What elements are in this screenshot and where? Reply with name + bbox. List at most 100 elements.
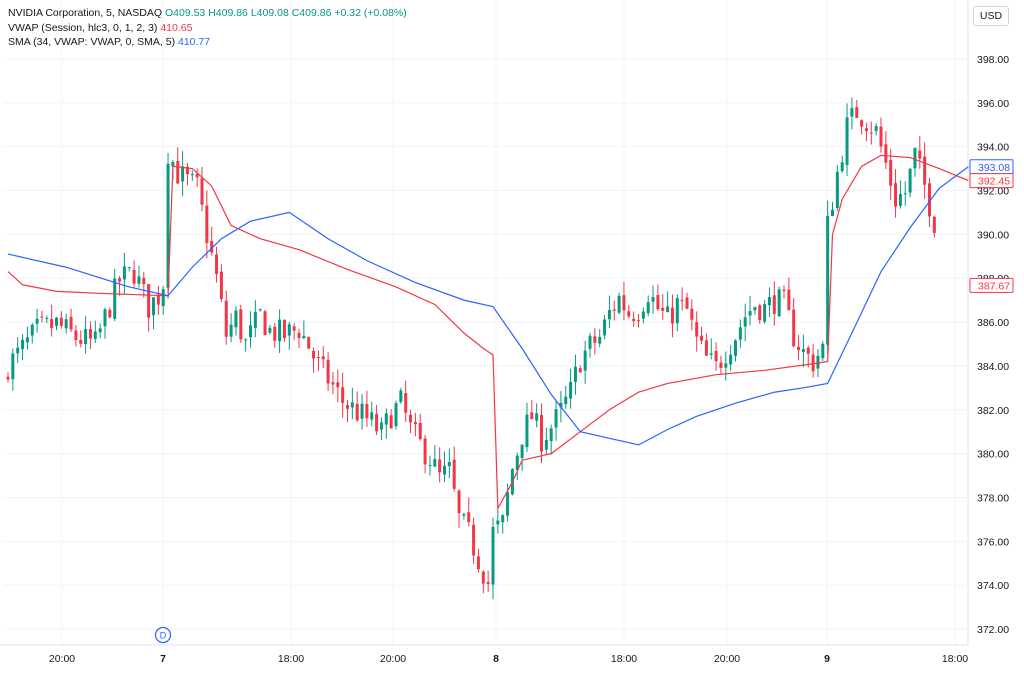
candle-body: [831, 209, 834, 217]
candle-body: [152, 297, 155, 316]
y-tick-label: 384.00: [977, 361, 1009, 373]
candle-body: [578, 368, 582, 373]
candle-body: [923, 156, 927, 185]
candle-body: [200, 178, 204, 205]
y-tick-label: 378.00: [977, 492, 1009, 504]
candle-body: [467, 512, 471, 523]
candle-body: [229, 324, 233, 337]
candle-body: [239, 309, 243, 340]
sma-price-badge: 393.08: [978, 162, 1010, 174]
legend-sma-row: SMA (34, VWAP: VWAP, 0, SMA, 5) 410.77: [8, 35, 407, 50]
candle-body: [607, 310, 611, 320]
candle-body: [627, 311, 631, 317]
candle-body: [142, 277, 146, 285]
sma-line: [7, 166, 969, 446]
candle-body: [443, 465, 446, 475]
candle-body: [792, 309, 796, 347]
candle-body: [850, 108, 854, 117]
candle-body: [695, 322, 699, 337]
candle-body: [801, 349, 805, 352]
candle-body: [35, 318, 39, 324]
candle-body: [59, 317, 63, 326]
candle-body: [88, 329, 92, 339]
candle-body: [476, 556, 480, 570]
candle-body: [462, 514, 466, 516]
candle-body: [326, 359, 330, 384]
candle-body: [336, 382, 340, 388]
legend-sma-label[interactable]: SMA (34, VWAP: VWAP, 0, SMA, 5): [8, 36, 176, 48]
candle-body: [399, 390, 403, 403]
candle-body: [617, 295, 621, 313]
y-tick-label: 372.00: [977, 624, 1009, 636]
candle-body: [108, 309, 112, 318]
candle-body: [734, 340, 737, 356]
candle-body: [738, 327, 742, 340]
candle-body: [777, 289, 781, 317]
candle-body: [375, 413, 379, 432]
dividend-marker-icon[interactable]: [154, 626, 172, 644]
candle-body: [122, 266, 126, 280]
x-tick-label: 18:00: [278, 653, 304, 665]
candle-body: [724, 363, 728, 368]
candle-body: [258, 309, 262, 311]
candle-body: [772, 295, 776, 314]
candle-body: [190, 174, 194, 176]
candle-body: [714, 350, 718, 362]
candle-body: [307, 336, 311, 349]
candle-body: [496, 520, 500, 525]
currency-button[interactable]: USD: [973, 6, 1009, 26]
candle-body: [928, 183, 931, 217]
legend: NVIDIA Corporation, 5, NASDAQ O409.53 H4…: [8, 6, 407, 50]
candle-body: [404, 393, 408, 413]
x-tick-label: 18:00: [942, 653, 968, 665]
candle-body: [215, 254, 219, 275]
candle-body: [355, 403, 359, 421]
legend-symbol[interactable]: NVIDIA Corporation, 5, NASDAQ: [8, 7, 163, 19]
candle-body: [530, 412, 534, 420]
candle-body: [234, 310, 238, 328]
candle-body: [428, 465, 432, 467]
candle-body: [185, 166, 189, 175]
candle-body: [835, 171, 839, 209]
candle-body: [884, 144, 888, 163]
candle-body: [79, 339, 83, 344]
candle-body: [894, 183, 898, 207]
candle-body: [379, 422, 383, 430]
candle-body: [690, 308, 694, 320]
candle-body: [869, 132, 873, 134]
candle-body: [855, 107, 859, 118]
candle-body: [341, 387, 345, 403]
last-price-badge: 387.67: [978, 280, 1010, 292]
candle-body: [287, 324, 291, 336]
candle-body: [64, 319, 68, 329]
candle-body: [908, 168, 912, 193]
x-tick-label: 20:00: [380, 653, 406, 665]
candle-body: [365, 404, 369, 419]
candle-body: [21, 339, 25, 350]
y-tick-label: 396.00: [977, 98, 1009, 110]
candle-body: [564, 396, 568, 405]
candle-body: [350, 402, 354, 408]
candle-body: [457, 490, 461, 514]
candle-body: [452, 459, 456, 489]
candle-body: [6, 376, 10, 380]
candle-body: [903, 193, 907, 195]
candle-body: [118, 278, 122, 282]
candle-body: [433, 458, 437, 467]
legend-vwap-label[interactable]: VWAP (Session, hlc3, 0, 1, 2, 3): [8, 21, 158, 34]
candle-body: [210, 240, 214, 253]
candle-body: [147, 284, 151, 318]
candle-body: [932, 216, 936, 233]
candle-body: [273, 326, 277, 341]
legend-change: +0.32 (+0.08%): [334, 7, 407, 19]
candle-body: [811, 354, 815, 372]
candle-body: [651, 297, 655, 302]
candle-body: [544, 439, 548, 450]
candle-body: [700, 335, 704, 341]
legend-close: C409.86: [291, 7, 332, 19]
candle-body: [874, 126, 878, 132]
candle-body: [501, 515, 505, 523]
candle-body: [709, 353, 713, 355]
